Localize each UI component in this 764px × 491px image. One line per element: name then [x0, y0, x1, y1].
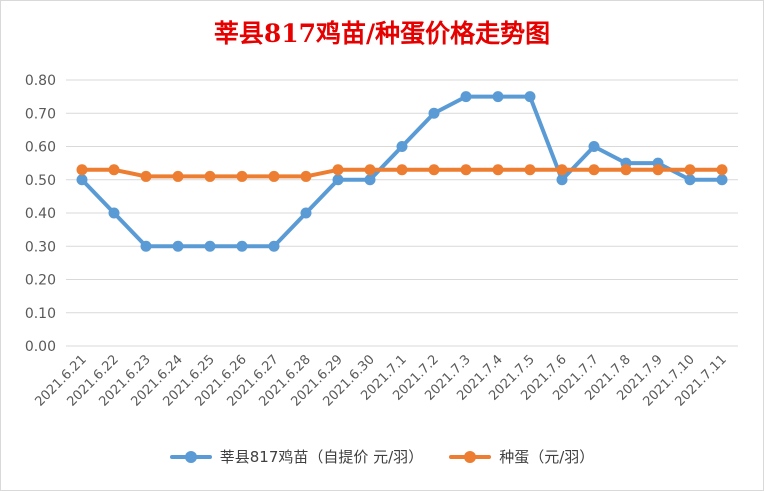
data-point-series-1: [460, 91, 472, 103]
data-point-series-2: [204, 170, 216, 182]
data-point-series-2: [76, 164, 88, 176]
data-point-series-2: [716, 164, 728, 176]
y-tick-label: 0.70: [25, 106, 56, 122]
legend: 莘县817鸡苗（自提价 元/羽） 种蛋（元/羽）: [0, 446, 764, 467]
data-point-series-1: [332, 174, 344, 186]
y-tick-label: 0.60: [25, 140, 56, 156]
data-point-series-1: [108, 207, 120, 219]
data-point-series-1: [716, 174, 728, 186]
data-point-series-2: [556, 164, 568, 176]
data-point-series-2: [236, 170, 248, 182]
data-point-series-1: [76, 174, 88, 186]
y-tick-label: 0.80: [25, 73, 56, 89]
y-tick-label: 0.20: [25, 273, 56, 289]
data-point-series-1: [140, 240, 152, 252]
data-point-series-2: [108, 164, 120, 176]
data-point-series-2: [524, 164, 536, 176]
chart-title: 莘县817鸡苗/种蛋价格走势图: [213, 19, 551, 48]
data-point-series-2: [460, 164, 472, 176]
data-point-series-2: [588, 164, 600, 176]
legend-swatch-chick: [169, 450, 212, 463]
data-point-series-1: [268, 240, 280, 252]
y-tick-label: 0.10: [25, 306, 56, 322]
data-point-series-2: [620, 164, 632, 176]
data-point-series-2: [364, 164, 376, 176]
data-point-series-1: [236, 240, 248, 252]
data-point-series-1: [588, 141, 600, 152]
legend-label-chick: 莘县817鸡苗（自提价 元/羽）: [219, 448, 424, 466]
data-point-series-2: [140, 170, 152, 182]
data-point-series-1: [492, 91, 504, 103]
legend-item-egg: 种蛋（元/羽）: [449, 446, 594, 467]
data-point-series-1: [204, 240, 216, 252]
data-point-series-2: [300, 170, 312, 182]
data-point-series-1: [556, 174, 568, 186]
data-point-series-1: [428, 107, 440, 119]
data-point-series-1: [524, 91, 536, 103]
y-tick-label: 0.30: [25, 239, 56, 255]
data-point-series-1: [396, 141, 408, 152]
legend-item-chick: 莘县817鸡苗（自提价 元/羽）: [169, 446, 424, 467]
y-tick-label: 0.00: [25, 339, 56, 355]
data-point-series-1: [300, 207, 312, 219]
data-point-series-2: [332, 164, 344, 176]
data-point-series-2: [172, 170, 184, 182]
legend-label-egg: 种蛋（元/羽）: [499, 448, 595, 466]
data-point-series-2: [396, 164, 408, 176]
data-point-series-2: [652, 164, 664, 176]
data-point-series-1: [364, 174, 376, 186]
data-point-series-2: [428, 164, 440, 176]
data-point-series-2: [268, 170, 280, 182]
legend-swatch-egg: [449, 450, 492, 463]
data-point-series-1: [172, 240, 184, 252]
data-point-series-1: [684, 174, 696, 186]
y-tick-label: 0.50: [25, 173, 56, 189]
y-tick-label: 0.40: [25, 206, 56, 222]
data-point-series-2: [684, 164, 696, 176]
data-point-series-2: [492, 164, 504, 176]
